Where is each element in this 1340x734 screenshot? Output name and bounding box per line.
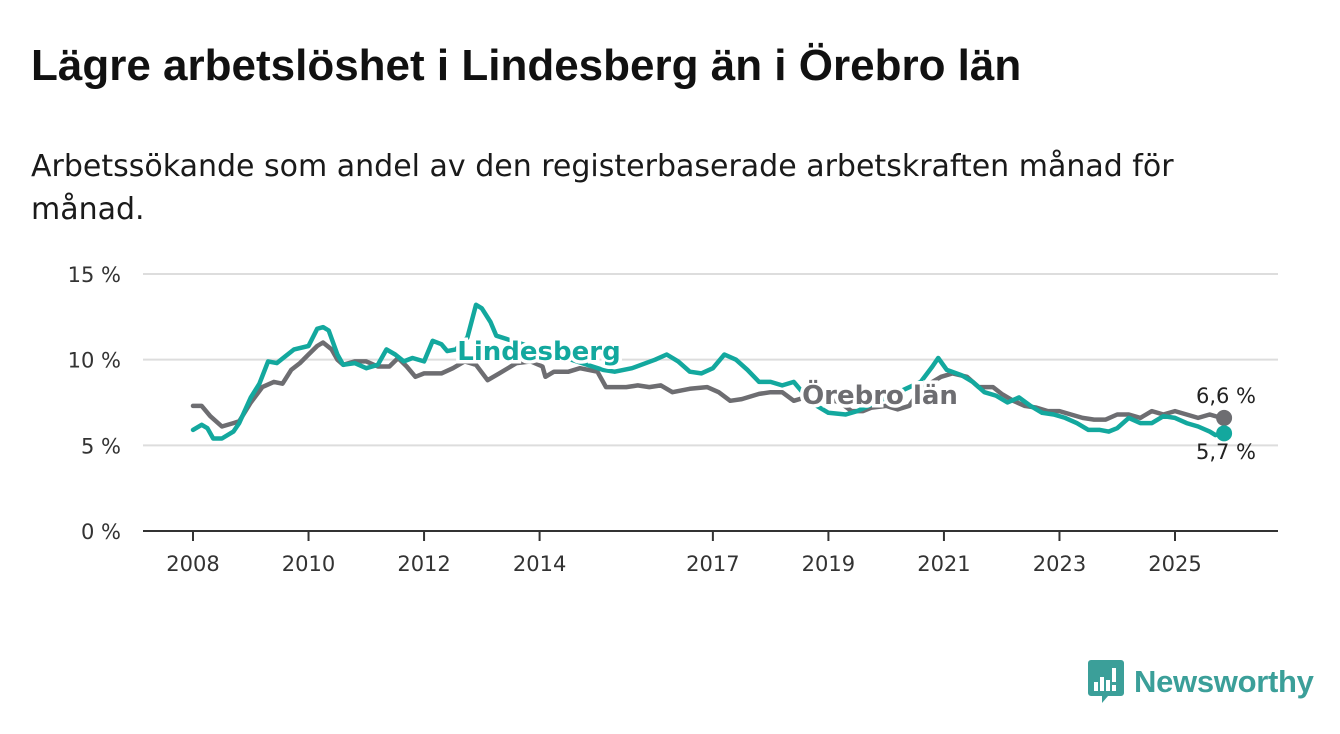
x-tick-label: 2019: [802, 552, 855, 576]
series-label-lindesberg: Lindesberg: [457, 337, 620, 367]
x-tick-label: 2008: [166, 552, 219, 576]
series-label-orebro: Örebro län: [802, 378, 958, 411]
gridlines: [143, 273, 1278, 447]
y-tick-label: 10 %: [68, 349, 121, 373]
x-tick-label: 2021: [917, 552, 970, 576]
axes: 0 % 5 % 10 % 15 % 2008 2010 2012 2014 2017 2019 20…: [68, 263, 1278, 576]
x-tick-label: 2017: [686, 552, 739, 576]
series-labels: Örebro län Lindesberg 6,6 % 5,7 %: [454, 334, 1256, 465]
series-line-lindesberg: [190, 302, 1227, 441]
series-line--rebro-l-n: [190, 340, 1227, 429]
brand-name: Newsworthy: [1134, 664, 1314, 699]
x-tick-label: 2010: [282, 552, 335, 576]
chart-title: Lägre arbetslöshet i Lindesberg än i Öre…: [31, 41, 1022, 90]
series-lines: [190, 302, 1233, 442]
bar-chart-logo-icon: [1088, 660, 1124, 703]
x-tick-label: 2014: [513, 552, 566, 576]
x-tick-label: 2025: [1148, 552, 1201, 576]
y-tick-label: 5 %: [81, 434, 121, 458]
end-point--rebro-l-n: [1216, 409, 1233, 426]
y-tick-label: 15 %: [68, 263, 121, 287]
end-value-orebro: 6,6 %: [1196, 384, 1256, 408]
end-point-lindesberg: [1216, 425, 1233, 442]
newsworthy-brand[interactable]: Newsworthy: [1088, 660, 1314, 704]
y-tick-label: 0 %: [81, 520, 121, 544]
end-value-lindesberg: 5,7 %: [1196, 440, 1256, 464]
x-tick-label: 2012: [397, 552, 450, 576]
x-tick-label: 2023: [1033, 552, 1086, 576]
chart-subtitle: Arbetssökande som andel av den registerb…: [31, 149, 1174, 227]
